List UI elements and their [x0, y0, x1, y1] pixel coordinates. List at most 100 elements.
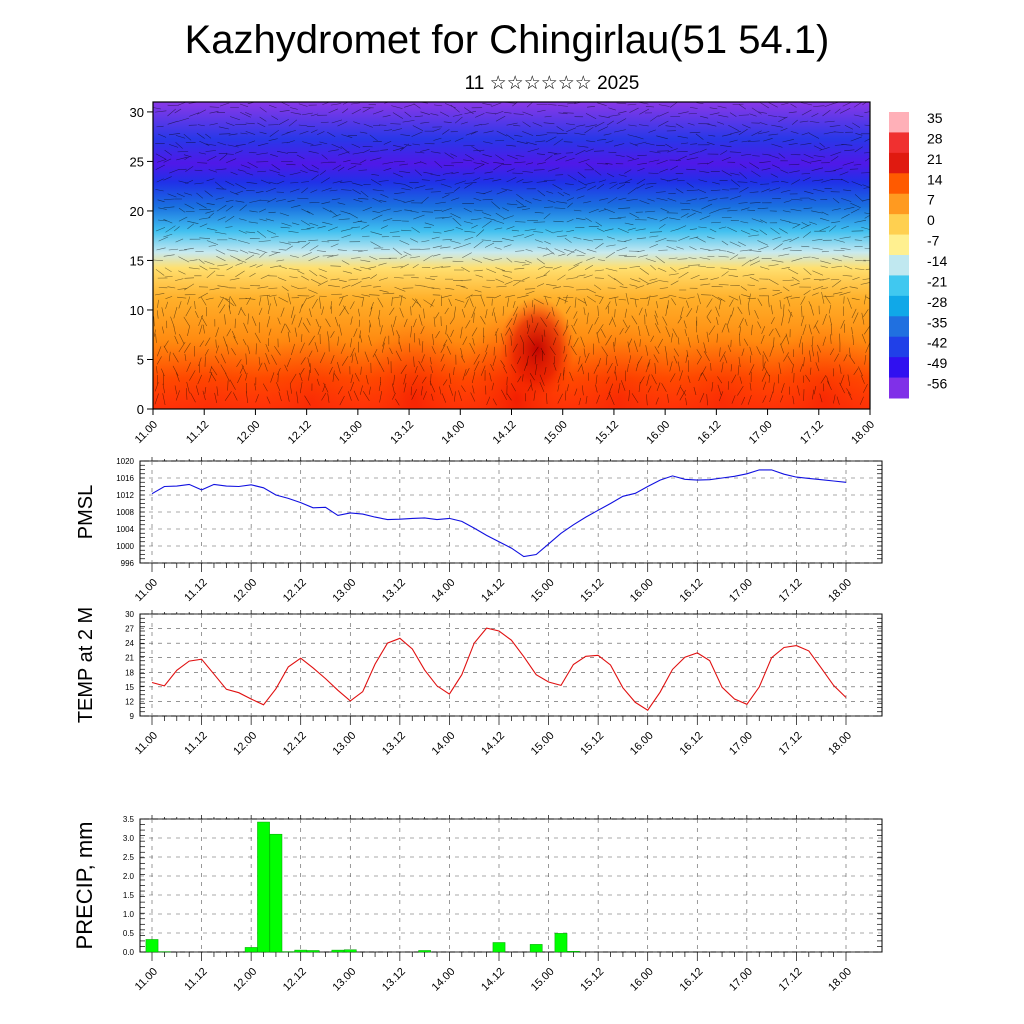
y-tick-label: 996	[121, 559, 135, 568]
x-tick-label: 13.00	[330, 966, 358, 994]
x-tick-label: 17.12	[777, 577, 805, 605]
colorbar-swatch	[889, 275, 909, 297]
cs-xtick-label: 15.00	[542, 419, 570, 447]
x-tick-label: 11.12	[182, 730, 209, 757]
y-tick-label: 2.5	[123, 853, 135, 862]
colorbar-label: 21	[927, 151, 943, 167]
cs-xtick-label: 16.12	[696, 419, 724, 447]
colorbar-label: -49	[927, 355, 947, 371]
x-tick-label: 12.12	[281, 577, 309, 605]
colorbar-label: -14	[927, 253, 947, 269]
x-tick-label: 13.00	[330, 730, 358, 758]
precip-bar	[331, 949, 345, 953]
colorbar-swatch	[889, 132, 909, 154]
y-tick-label: 1016	[116, 474, 134, 483]
cs-xtick-label: 16.00	[644, 419, 672, 447]
cs-xtick-label: 12.12	[286, 419, 314, 447]
colorbar-swatch	[889, 152, 909, 174]
y-tick-label: 2.0	[123, 872, 135, 881]
x-tick-label: 16.00	[628, 966, 656, 994]
x-tick-label: 12.00	[231, 730, 259, 758]
precip-bar	[492, 942, 506, 953]
precip-bar	[145, 939, 159, 953]
colorbar-swatch	[889, 336, 909, 358]
x-tick-label: 12.00	[231, 577, 259, 605]
colorbar-swatch	[889, 357, 909, 379]
cs-xtick-label: 13.00	[337, 419, 365, 447]
y-tick-label: 0.5	[123, 929, 135, 938]
cs-ytick-label: 15	[130, 253, 144, 268]
colorbar-swatch	[889, 316, 909, 338]
x-tick-label: 13.12	[380, 730, 408, 758]
x-tick-label: 16.12	[677, 966, 705, 994]
cs-warm-patch	[255, 326, 369, 409]
x-tick-label: 16.00	[628, 577, 656, 605]
cs-ytick-label: 10	[130, 303, 144, 318]
cs-xtick-label: 12.00	[235, 419, 263, 447]
cs-warm-patch	[562, 324, 676, 409]
y-tick-label: 24	[125, 639, 134, 648]
precip-panel: 3.5 3.0 2.5 2.0 1.5 1.0 0.5 0.0 11.00 11.12 12.00 1…	[72, 815, 883, 994]
precip-bar	[567, 950, 580, 953]
x-tick-label: 11.00	[133, 730, 160, 757]
y-tick-label: 27	[125, 625, 134, 634]
colorbar-label: 35	[927, 110, 943, 126]
x-tick-label: 17.12	[777, 730, 805, 758]
x-tick-label: 15.12	[578, 730, 606, 758]
y-tick-label: 9	[130, 712, 135, 721]
x-tick-label: 18.00	[826, 577, 854, 605]
cs-xtick-label: 13.12	[388, 419, 416, 447]
cs-xtick-label: 14.00	[439, 419, 467, 447]
colorbar: 35 28 21 14 7 0 -7 -14 -21 -28 -35 -42 -49 -56	[889, 110, 947, 399]
x-tick-label: 15.00	[529, 577, 557, 605]
x-tick-label: 15.12	[578, 966, 606, 994]
y-tick-label: 21	[125, 654, 134, 663]
cs-warm-patch	[767, 321, 870, 409]
x-tick-label: 17.12	[777, 966, 805, 994]
x-tick-label: 14.00	[430, 577, 458, 605]
x-tick-label: 14.00	[430, 966, 458, 994]
x-tick-label: 11.00	[133, 577, 160, 604]
cross-section-panel: 0 5 10 15 20 25 30 11.00 11.12 12.00 12.12 13.00 13.…	[130, 101, 877, 447]
precip-bar	[343, 949, 357, 953]
y-tick-label: 3.5	[123, 815, 135, 824]
x-tick-label: 11.12	[182, 966, 209, 993]
x-tick-label: 11.00	[133, 966, 160, 993]
colorbar-label: 0	[927, 212, 935, 228]
colorbar-swatch	[889, 193, 909, 215]
precip-bar	[244, 947, 258, 953]
x-tick-label: 15.12	[578, 577, 606, 605]
y-axis-label: PRECIP, mm	[72, 822, 97, 950]
y-tick-label: 18	[125, 668, 134, 677]
cs-ytick-label: 25	[130, 154, 144, 169]
y-tick-label: 0.0	[123, 948, 135, 957]
y-tick-label: 12	[125, 697, 134, 706]
cs-xtick-label: 18.00	[849, 419, 877, 447]
precip-bar	[529, 944, 543, 953]
colorbar-swatch	[889, 295, 909, 317]
cs-xtick-label: 15.12	[593, 419, 621, 447]
x-tick-label: 13.12	[380, 966, 408, 994]
x-tick-label: 14.00	[430, 730, 458, 758]
colorbar-label: -21	[927, 273, 947, 289]
cs-xtick-label: 17.00	[747, 419, 775, 447]
x-tick-label: 12.12	[281, 966, 309, 994]
x-tick-label: 16.12	[677, 730, 705, 758]
cs-xtick-label: 11.12	[184, 419, 211, 446]
x-tick-label: 17.00	[727, 577, 755, 605]
y-axis-label: PMSL	[75, 485, 97, 539]
x-tick-label: 18.00	[826, 966, 854, 994]
colorbar-label: -7	[927, 233, 940, 249]
y-axis-label: TEMP at 2 M	[75, 607, 97, 723]
precip-bar	[294, 949, 308, 953]
y-tick-label: 15	[125, 683, 134, 692]
cs-ytick-label: 0	[137, 402, 144, 417]
y-tick-label: 30	[125, 610, 134, 619]
x-tick-label: 13.00	[330, 577, 358, 605]
precip-bar	[554, 933, 568, 953]
colorbar-swatch	[889, 112, 909, 133]
colorbar-swatch	[889, 234, 909, 256]
colorbar-label: -35	[927, 314, 947, 330]
x-tick-label: 12.12	[281, 730, 309, 758]
